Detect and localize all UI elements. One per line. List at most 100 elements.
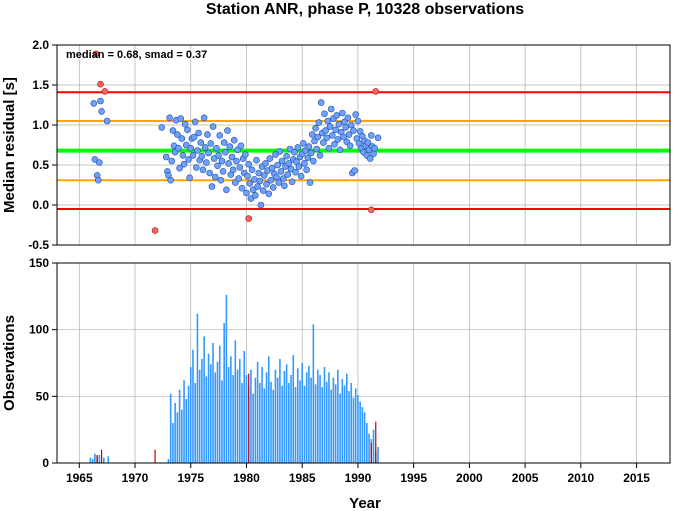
residual-point [233, 157, 240, 165]
residual-point [242, 151, 249, 158]
residual-point [364, 139, 372, 146]
residual-point [352, 111, 359, 118]
residual-point [366, 155, 374, 162]
residual-point [266, 155, 274, 162]
residual-point [206, 169, 213, 177]
observations-bar [301, 363, 303, 463]
residual-point [208, 183, 216, 190]
observations-bar [325, 381, 328, 463]
observations-bar [263, 388, 266, 463]
observations-bar [276, 377, 279, 463]
residual-point [291, 148, 298, 156]
residual-point [323, 134, 331, 142]
year-x-tick-label: 2015 [623, 471, 650, 485]
observations-bar [288, 383, 290, 463]
observations-bar [174, 403, 176, 463]
observations-bar [319, 375, 321, 463]
residual-outlier-point [245, 215, 253, 222]
chart-title: Station ANR, phase P, 10328 observations [206, 1, 524, 18]
residual-y-tick-label: 0.0 [32, 198, 49, 212]
year-x-ticks: 1965 1970 1975 1980 1985 1990 1995 2000 2005 2010… [66, 463, 650, 485]
residual-point [328, 132, 336, 139]
residual-point [340, 133, 347, 141]
residual-point [322, 127, 329, 134]
residual-point [350, 127, 357, 134]
residual-point [333, 112, 341, 119]
observations-y-tick-label: 0 [42, 456, 49, 470]
residual-point [262, 160, 269, 167]
residual-point [210, 155, 218, 162]
residual-point [248, 166, 256, 174]
observations-bar [230, 356, 232, 463]
observations-bar [185, 399, 188, 463]
observations-bar [296, 368, 299, 463]
observations-bar [377, 447, 379, 463]
observations-bar [181, 409, 183, 463]
residual-panel-frame [56, 44, 671, 246]
year-x-tick-label: 1975 [177, 471, 204, 485]
observations-bar [216, 361, 219, 463]
observations-bar [245, 375, 248, 463]
residual-point [180, 160, 188, 168]
observations-bar [207, 353, 210, 463]
year-x-tick-label: 1995 [400, 471, 427, 485]
observations-bar [225, 295, 228, 463]
observations-bar [203, 336, 205, 463]
observations-bar [196, 313, 199, 463]
residual-point [213, 144, 220, 152]
year-x-axis-label: Year [349, 495, 381, 511]
residual-point [344, 114, 352, 122]
observations-bar [283, 371, 286, 463]
residual-point [267, 176, 275, 184]
year-x-tick-label: 1990 [345, 471, 372, 485]
residual-point [308, 131, 316, 138]
residual-point [261, 172, 268, 179]
residual-point [259, 187, 267, 194]
observations-bar [254, 377, 257, 463]
observations-bar [350, 383, 353, 463]
observations-bar [334, 384, 337, 463]
observations-bar [201, 359, 203, 463]
residual-point [345, 131, 353, 138]
observations-bars [89, 295, 379, 463]
residual-point [326, 123, 334, 130]
residual-point [277, 168, 285, 175]
residual-y-tick-label: -0.5 [28, 238, 49, 252]
residual-point [342, 124, 349, 131]
residual-point [263, 180, 270, 188]
residual-point [313, 145, 320, 153]
observations-bar [234, 340, 237, 463]
observations-bar [187, 385, 190, 463]
observations-bar [359, 401, 361, 463]
observations-bar [267, 356, 270, 463]
residual-point [191, 118, 199, 126]
residual-y-tick-label: 1.0 [32, 118, 49, 132]
residual-point [197, 139, 205, 146]
residual-point [368, 132, 375, 139]
residual-point [254, 183, 261, 190]
residual-y-axis-label: Median residual [s] [1, 77, 18, 213]
residual-point [244, 172, 251, 180]
residual-point [193, 164, 200, 171]
observations-bar [198, 369, 201, 463]
observations-flagged-bar [96, 455, 98, 463]
residual-outlier-point [92, 50, 100, 58]
observations-bar [363, 412, 366, 463]
observations-bar [299, 380, 301, 463]
residual-point [179, 152, 187, 159]
residual-points [90, 50, 382, 234]
observations-bar [98, 455, 101, 463]
year-x-tick-label: 1985 [289, 471, 316, 485]
observations-bar [339, 393, 341, 463]
residual-point [176, 164, 183, 172]
observations-bar [236, 369, 239, 463]
observations-bar [314, 384, 317, 463]
residual-point [312, 124, 319, 132]
residual-point [185, 156, 192, 163]
observations-bar [310, 377, 312, 463]
residual-point [228, 153, 236, 161]
residual-point [182, 141, 190, 149]
observations-bar [252, 393, 254, 463]
residual-point [226, 143, 234, 150]
year-x-tick-label: 2000 [456, 471, 483, 485]
